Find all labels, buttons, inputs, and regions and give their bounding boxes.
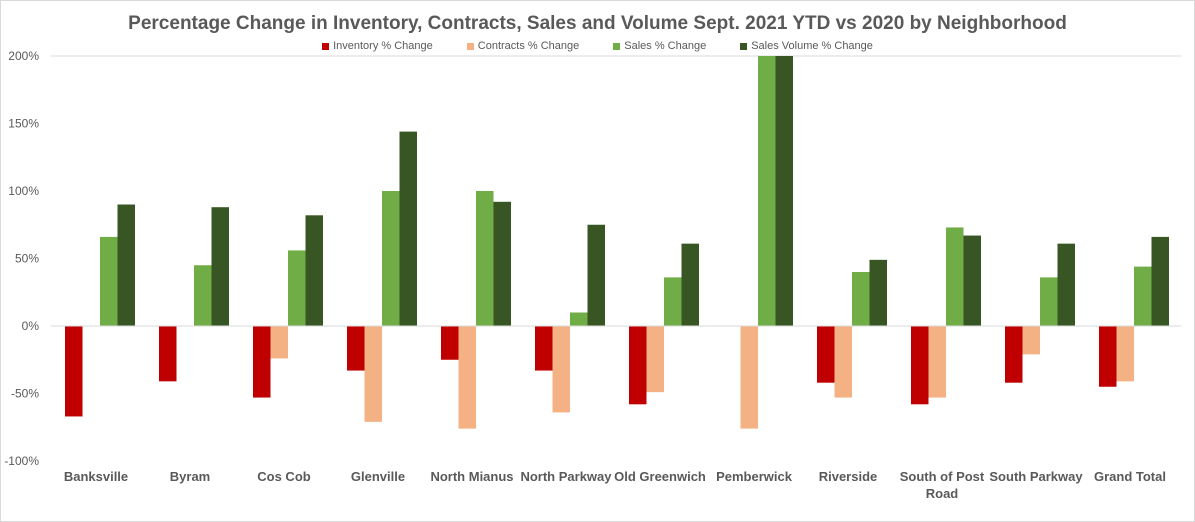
bar: [852, 272, 870, 326]
bar: [194, 265, 212, 326]
bar: [399, 131, 417, 326]
x-tick-label: South of Post Road: [900, 469, 985, 501]
y-tick-label: 200%: [8, 49, 39, 63]
bar: [963, 235, 981, 326]
y-tick-label: 0%: [22, 319, 40, 333]
bar: [100, 236, 118, 326]
bar: [1134, 266, 1152, 326]
bar: [347, 326, 365, 371]
legend-item: Inventory % Change: [322, 40, 433, 52]
bar: [928, 326, 946, 398]
legend-label: Sales Volume % Change: [751, 40, 873, 52]
bar: [629, 326, 647, 405]
x-tick-label: Pemberwick: [716, 469, 793, 484]
bar: [587, 224, 605, 326]
legend-swatch: [322, 42, 330, 50]
bar: [758, 56, 776, 326]
bar: [1040, 277, 1058, 326]
x-tick-label: Riverside: [819, 469, 878, 484]
y-tick-label: 150%: [8, 117, 39, 131]
x-tick-label: Cos Cob: [257, 469, 311, 484]
bar: [441, 326, 459, 360]
bar: [664, 277, 682, 326]
bar: [458, 326, 476, 429]
bar: [65, 326, 83, 417]
x-tick-label: Grand Total: [1094, 469, 1166, 484]
legend-item: Sales Volume % Change: [740, 40, 873, 52]
bar: [1116, 326, 1134, 382]
x-tick-label: North Parkway: [520, 469, 612, 484]
bar: [253, 326, 271, 398]
y-tick-label: -50%: [11, 387, 39, 401]
legend-label: Inventory % Change: [333, 40, 433, 52]
chart-title: Percentage Change in Inventory, Contract…: [128, 13, 1067, 34]
bar: [1005, 326, 1023, 383]
bar: [535, 326, 553, 371]
legend: Inventory % Change Contracts % Change Sale…: [1, 40, 1194, 52]
x-tick-label: Banksville: [64, 469, 128, 484]
bar: [681, 243, 699, 326]
legend-swatch: [613, 42, 621, 50]
bar: [552, 326, 570, 413]
legend-label: Contracts % Change: [477, 40, 580, 52]
bar: [382, 191, 400, 326]
x-tick-label: North Mianus: [430, 469, 513, 484]
bar: [288, 250, 306, 326]
bar: [775, 56, 793, 326]
bar: [476, 191, 494, 326]
bar: [646, 326, 664, 393]
bar: [1151, 236, 1169, 326]
y-tick-label: 100%: [8, 184, 39, 198]
bar: [869, 259, 887, 326]
bar: [834, 326, 852, 398]
legend-item: Contracts % Change: [466, 40, 580, 52]
bar: [1022, 326, 1040, 355]
legend-swatch: [466, 42, 474, 50]
x-tick-label: Old Greenwich: [614, 469, 706, 484]
bar: [911, 326, 929, 405]
x-tick-label: South Parkway: [989, 469, 1083, 484]
x-tick-label: Byram: [170, 469, 210, 484]
bar: [570, 312, 588, 326]
bar: [946, 227, 964, 326]
legend-swatch: [740, 42, 748, 50]
bar: [1057, 243, 1075, 326]
bar: [493, 201, 511, 326]
bar: [740, 326, 758, 429]
bar: [159, 326, 177, 382]
bar: [117, 204, 135, 326]
bar: [364, 326, 382, 422]
bar: [1099, 326, 1117, 387]
bar: [305, 215, 323, 326]
legend-label: Sales % Change: [624, 40, 707, 52]
y-tick-label: -100%: [4, 454, 39, 468]
y-tick-label: 50%: [15, 252, 39, 266]
bar: [211, 207, 229, 326]
x-tick-label: Glenville: [351, 469, 405, 484]
bar: [270, 326, 288, 359]
legend-item: Sales % Change: [613, 40, 706, 52]
bar: [817, 326, 835, 383]
